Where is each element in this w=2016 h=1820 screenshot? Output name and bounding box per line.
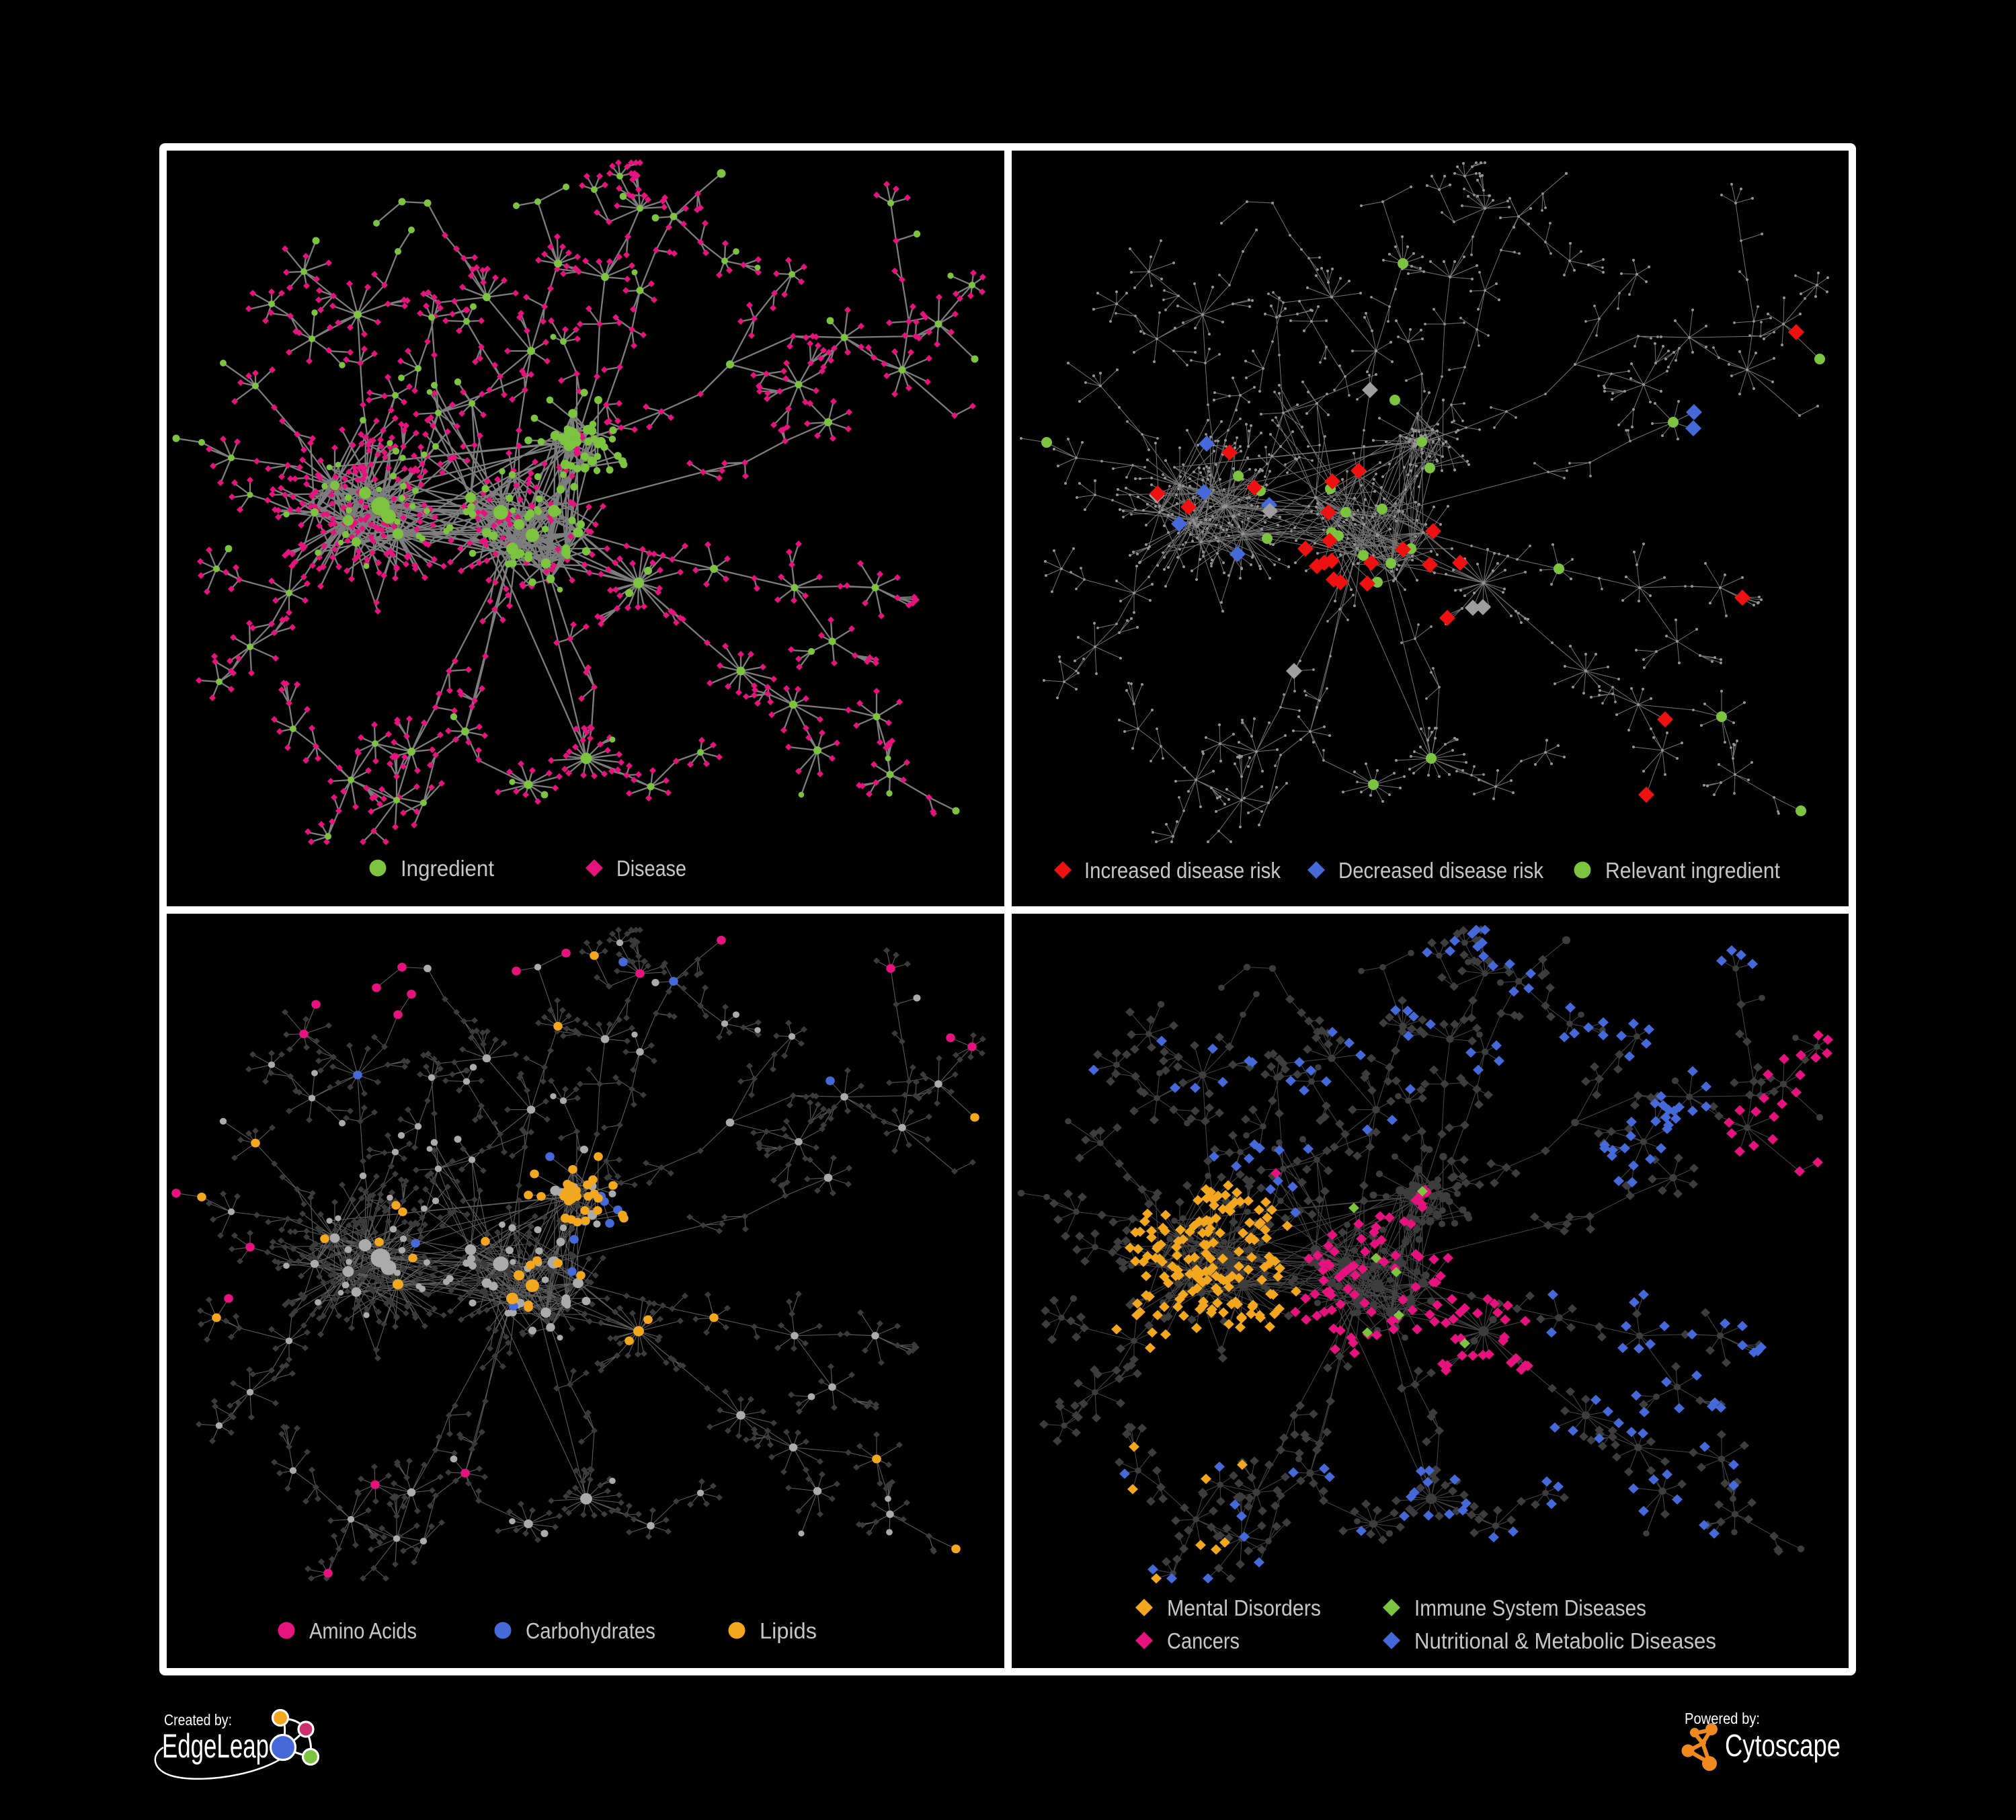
svg-text:Amino Acids: Amino Acids <box>309 1618 417 1643</box>
svg-text:Mental Disorders: Mental Disorders <box>1167 1595 1321 1620</box>
svg-text:Created by:: Created by: <box>164 1711 232 1729</box>
svg-text:Decreased disease risk: Decreased disease risk <box>1338 858 1543 883</box>
svg-text:EdgeLeap: EdgeLeap <box>162 1727 269 1765</box>
svg-text:Disease: Disease <box>616 856 686 881</box>
svg-text:Increased disease risk: Increased disease risk <box>1084 858 1281 883</box>
svg-text:Relevant ingredient: Relevant ingredient <box>1605 858 1780 883</box>
svg-text:Cytoscape: Cytoscape <box>1725 1728 1841 1763</box>
svg-text:Powered by:: Powered by: <box>1685 1710 1760 1727</box>
svg-text:Ingredient: Ingredient <box>401 856 494 881</box>
svg-text:Lipids: Lipids <box>760 1618 817 1643</box>
svg-text:Nutritional & Metabolic Diseas: Nutritional & Metabolic Diseases <box>1414 1628 1716 1653</box>
svg-text:Carbohydrates: Carbohydrates <box>526 1618 655 1643</box>
svg-text:Cancers: Cancers <box>1167 1628 1240 1653</box>
svg-text:Immune System Diseases: Immune System Diseases <box>1414 1595 1646 1620</box>
